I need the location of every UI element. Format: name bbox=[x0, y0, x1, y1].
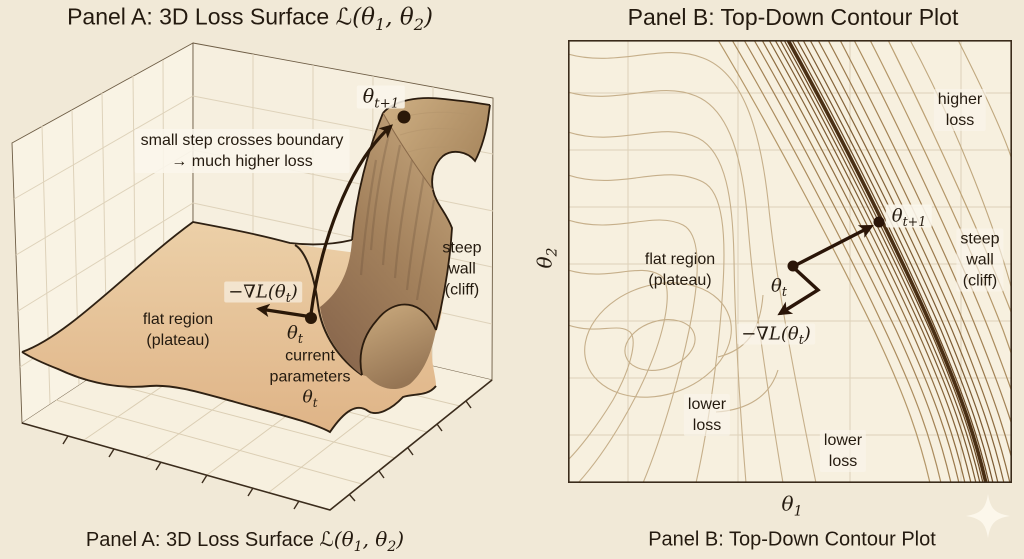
step-arrow bbox=[796, 225, 874, 266]
theta-t-label-b: θt bbox=[771, 275, 787, 300]
steep-wall-label: steep wall (cliff) bbox=[442, 239, 482, 299]
panel-a-title: Panel A: 3D Loss Surface ℒ(θ1, θ2) bbox=[67, 3, 433, 35]
theta-t-point bbox=[305, 312, 317, 324]
panel-b-title: Panel B: Top-Down Contour Plot bbox=[627, 4, 959, 30]
current-parameters-label: current parameters θt bbox=[269, 347, 351, 410]
theta-next-point bbox=[873, 216, 885, 228]
cliff-fold-hump bbox=[360, 304, 436, 390]
panel-b-annotations bbox=[777, 216, 885, 316]
sparkle-icon bbox=[966, 494, 1010, 538]
panel-a-plot bbox=[11, 42, 494, 511]
negative-gradient-arrow bbox=[777, 265, 821, 316]
plot-frame bbox=[568, 40, 1012, 483]
panel-b-caption: Panel B: Top-Down Contour Plot bbox=[648, 528, 936, 551]
negative-gradient-arrow bbox=[256, 303, 308, 318]
theta-next-label-b: θt+1 bbox=[885, 204, 933, 228]
negative-gradient-label-b: −∇L(θt) bbox=[737, 323, 815, 346]
panel-a-caption: Panel A: 3D Loss Surface ℒ(θ1, θ2) bbox=[85, 527, 405, 555]
cliff-streaks bbox=[359, 129, 436, 301]
theta-next-label: θt+1 bbox=[356, 85, 406, 110]
lower-loss-label-1: lower loss bbox=[683, 394, 731, 436]
theta-t-point bbox=[787, 260, 799, 272]
lower-loss-label-2: lower loss bbox=[819, 430, 867, 472]
cliff-wall bbox=[320, 97, 491, 390]
plateau-surface bbox=[21, 221, 443, 434]
higher-loss-label: higher loss bbox=[933, 89, 987, 131]
y-axis-label: θ2 bbox=[532, 247, 561, 269]
update-step-arrow bbox=[309, 124, 393, 316]
flat-region-label: flat region (plateau) bbox=[142, 311, 214, 349]
cliff-top-plateau bbox=[383, 98, 490, 190]
cliff-base-crease bbox=[294, 244, 363, 376]
theta-t-label: θt bbox=[287, 322, 303, 347]
cliff-band-core bbox=[786, 40, 988, 483]
negative-gradient-label: −∇L(θt) bbox=[224, 281, 302, 304]
theta-next-point bbox=[397, 110, 411, 124]
x-axis-label: θ1 bbox=[781, 491, 803, 520]
flat-region-label-b: flat region (plateau) bbox=[644, 251, 716, 289]
cliff-band-contours bbox=[717, 40, 1012, 483]
panel-a-annotations bbox=[256, 110, 411, 324]
step-note-label: small step crosses boundary → much highe… bbox=[134, 129, 350, 173]
steep-wall-label-b: steep wall (cliff) bbox=[956, 228, 1004, 292]
floor-ticks bbox=[62, 400, 472, 510]
